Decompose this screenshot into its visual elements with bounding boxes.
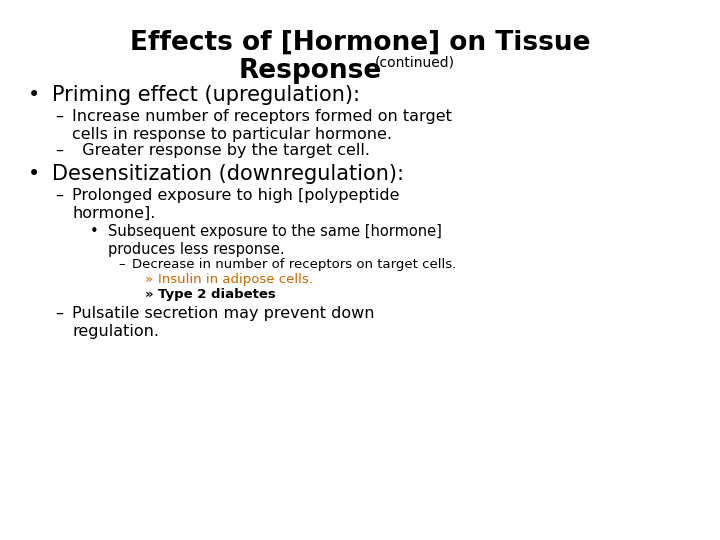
Text: Type 2 diabetes: Type 2 diabetes (158, 288, 276, 301)
Text: Prolonged exposure to high [polypeptide
hormone].: Prolonged exposure to high [polypeptide … (72, 188, 400, 221)
Text: Priming effect (upregulation):: Priming effect (upregulation): (52, 85, 360, 105)
Text: Increase number of receptors formed on target
cells in response to particular ho: Increase number of receptors formed on t… (72, 109, 452, 142)
Text: Insulin in adipose cells.: Insulin in adipose cells. (158, 273, 313, 286)
Text: •: • (90, 224, 99, 239)
Text: Pulsatile secretion may prevent down
regulation.: Pulsatile secretion may prevent down reg… (72, 306, 374, 339)
Text: (continued): (continued) (375, 56, 455, 70)
Text: –: – (55, 188, 63, 203)
Text: »: » (145, 288, 153, 301)
Text: –: – (55, 306, 63, 321)
Text: –: – (55, 143, 63, 158)
Text: Response: Response (238, 58, 382, 84)
Text: Effects of [Hormone] on Tissue: Effects of [Hormone] on Tissue (130, 30, 590, 56)
Text: –: – (55, 109, 63, 124)
Text: Decrease in number of receptors on target cells.: Decrease in number of receptors on targe… (132, 258, 456, 271)
Text: •: • (28, 164, 40, 184)
Text: Desensitization (downregulation):: Desensitization (downregulation): (52, 164, 404, 184)
Text: –: – (118, 258, 125, 271)
Text: •: • (28, 85, 40, 105)
Text: Subsequent exposure to the same [hormone]
produces less response.: Subsequent exposure to the same [hormone… (108, 224, 442, 257)
Text: »: » (145, 273, 153, 286)
Text: Greater response by the target cell.: Greater response by the target cell. (72, 143, 370, 158)
